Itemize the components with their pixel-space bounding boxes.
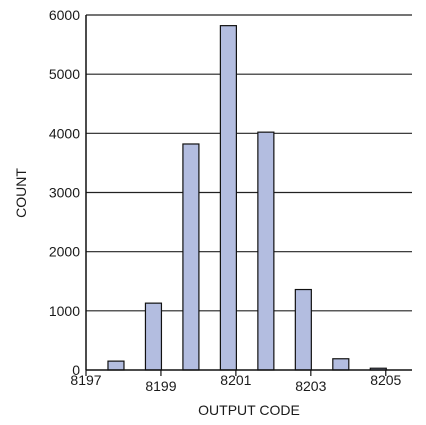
x-tick-label: 8197 bbox=[70, 372, 101, 388]
bar-5 bbox=[294, 288, 312, 371]
bar-3 bbox=[219, 25, 237, 371]
bar-0 bbox=[107, 360, 125, 371]
x-tick-label: 8199 bbox=[145, 378, 176, 394]
bars bbox=[107, 25, 387, 371]
x-tick-label: 8205 bbox=[370, 372, 401, 388]
axes bbox=[85, 15, 412, 376]
bar-6 bbox=[332, 358, 350, 371]
x-tick-label: 8201 bbox=[220, 372, 251, 388]
y-tick-label: 0 bbox=[72, 362, 80, 378]
y-tick-label: 5000 bbox=[49, 66, 80, 82]
x-axis-title: OUTPUT CODE bbox=[198, 402, 300, 418]
x-tick-label: 8203 bbox=[295, 378, 326, 394]
y-tick-labels: 0 1000 2000 3000 4000 5000 6000 bbox=[49, 7, 80, 378]
y-tick-label: 2000 bbox=[49, 244, 80, 260]
bar-4 bbox=[257, 131, 275, 371]
y-tick-label: 6000 bbox=[49, 7, 80, 23]
bar-2 bbox=[182, 143, 200, 371]
bar-1 bbox=[144, 302, 163, 371]
grid-lines bbox=[86, 14, 412, 312]
y-axis-title: COUNT bbox=[13, 168, 29, 218]
y-tick-label: 1000 bbox=[49, 303, 80, 319]
y-tick-label: 4000 bbox=[49, 125, 80, 141]
x-tick-labels: 8197 8199 8201 8203 8205 bbox=[70, 372, 401, 394]
y-tick-label: 3000 bbox=[49, 185, 80, 201]
